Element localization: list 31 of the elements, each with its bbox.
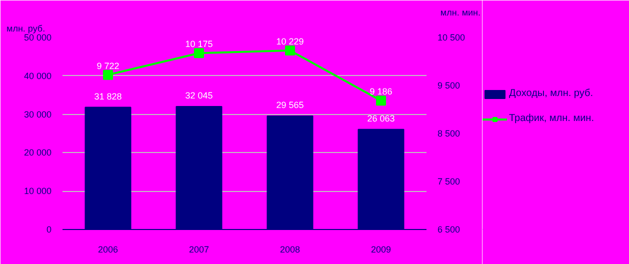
x-tick-label: 2006 <box>98 244 118 254</box>
point <box>103 70 113 80</box>
point <box>376 96 386 106</box>
y-tick-label: 30 000 <box>24 109 52 120</box>
x-tick-label: 2009 <box>370 244 392 254</box>
data-label: 29 565 <box>276 100 304 110</box>
y-tick-label: 50 000 <box>24 32 52 42</box>
point <box>194 48 204 58</box>
y2-axis-title: млн. мин. <box>440 8 481 18</box>
y2-tick-label: 6 500 <box>438 224 460 234</box>
legend-label: Доходы, млн. руб. <box>509 88 593 99</box>
data-label: 26 063 <box>367 113 395 124</box>
y-tick-label: 0 <box>46 224 52 234</box>
y2-tick-label: 10 500 <box>438 32 466 42</box>
x-tick-label: 2008 <box>280 244 300 254</box>
point <box>285 46 295 56</box>
y-tick-label: 40 000 <box>24 70 52 81</box>
data-label: 10 175 <box>185 39 213 50</box>
y-tick-label: 20 000 <box>24 148 52 158</box>
y-axis-title: млн. руб. <box>6 24 46 34</box>
x-tick-label: 2007 <box>188 244 210 254</box>
data-label: 9 722 <box>96 60 120 71</box>
data-label: 10 229 <box>276 36 304 47</box>
data-label: 31 828 <box>94 91 122 102</box>
y-tick-label: 10 000 <box>24 186 52 196</box>
data-label: 32 045 <box>185 90 213 100</box>
legend-label: Трафик, млн. мин. <box>509 113 594 124</box>
y2-tick-label: 8 500 <box>438 128 460 138</box>
data-label: 9 186 <box>370 86 392 97</box>
y2-tick-label: 7 500 <box>438 176 460 186</box>
y2-tick-label: 9 500 <box>438 80 460 90</box>
